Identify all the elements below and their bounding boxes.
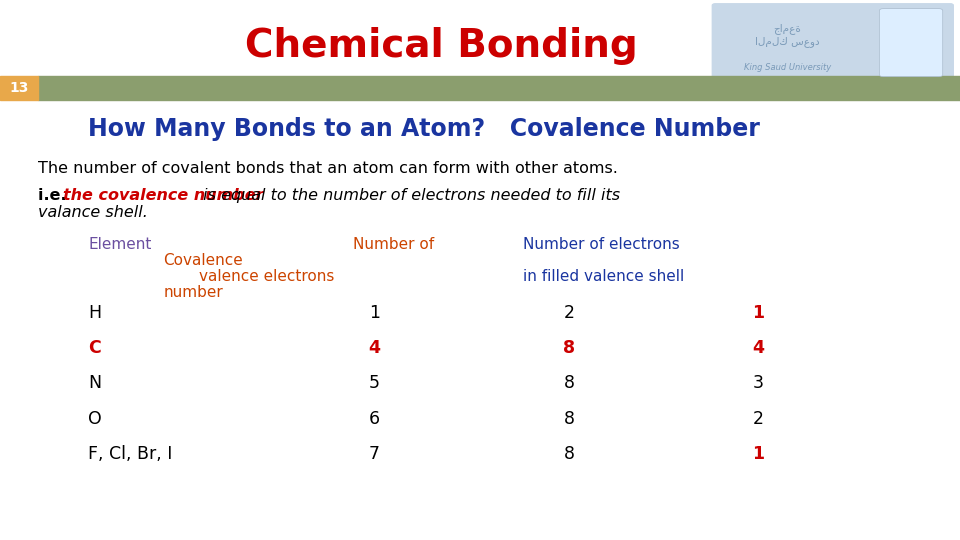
Text: valence electrons: valence electrons bbox=[199, 269, 334, 284]
Text: C: C bbox=[88, 339, 101, 357]
Text: N: N bbox=[88, 374, 102, 393]
Text: 8: 8 bbox=[564, 339, 575, 357]
Text: 8: 8 bbox=[564, 374, 575, 393]
Text: 2: 2 bbox=[753, 409, 764, 428]
Text: 6: 6 bbox=[369, 409, 380, 428]
Text: Element: Element bbox=[88, 237, 152, 252]
Bar bbox=[0, 76, 38, 100]
Text: O: O bbox=[88, 409, 102, 428]
Text: Covalence: Covalence bbox=[163, 253, 243, 268]
Text: in filled valence shell: in filled valence shell bbox=[523, 269, 684, 284]
Text: Number of: Number of bbox=[353, 237, 435, 252]
Text: F, Cl, Br, I: F, Cl, Br, I bbox=[88, 444, 173, 463]
Text: 4: 4 bbox=[753, 339, 764, 357]
Bar bbox=[38, 76, 960, 100]
Text: valance shell.: valance shell. bbox=[38, 205, 148, 220]
Text: Number of electrons: Number of electrons bbox=[523, 237, 680, 252]
Text: Chemical Bonding: Chemical Bonding bbox=[245, 27, 638, 65]
Text: The number of covalent bonds that an atom can form with other atoms.: The number of covalent bonds that an ato… bbox=[38, 161, 618, 176]
Text: 13: 13 bbox=[10, 81, 29, 94]
Text: i.e.: i.e. bbox=[38, 188, 73, 203]
Text: 1: 1 bbox=[369, 304, 380, 322]
Text: the covalence number: the covalence number bbox=[63, 188, 264, 203]
Text: 5: 5 bbox=[369, 374, 380, 393]
Text: King Saud University: King Saud University bbox=[744, 63, 830, 72]
Text: 1: 1 bbox=[753, 444, 764, 463]
Text: 3: 3 bbox=[753, 374, 764, 393]
Text: 8: 8 bbox=[564, 444, 575, 463]
FancyBboxPatch shape bbox=[712, 4, 953, 80]
FancyBboxPatch shape bbox=[879, 9, 943, 77]
Text: 7: 7 bbox=[369, 444, 380, 463]
Text: number: number bbox=[163, 285, 223, 300]
Text: جامعة
الملك سعود: جامعة الملك سعود bbox=[755, 23, 820, 47]
Text: 4: 4 bbox=[369, 339, 380, 357]
Text: How Many Bonds to an Atom?   Covalence Number: How Many Bonds to an Atom? Covalence Num… bbox=[88, 117, 760, 140]
Text: H: H bbox=[88, 304, 102, 322]
Text: 1: 1 bbox=[753, 304, 764, 322]
Text: 8: 8 bbox=[564, 409, 575, 428]
Text: is equal to the number of electrons needed to fill its: is equal to the number of electrons need… bbox=[198, 188, 620, 203]
Text: 2: 2 bbox=[564, 304, 575, 322]
